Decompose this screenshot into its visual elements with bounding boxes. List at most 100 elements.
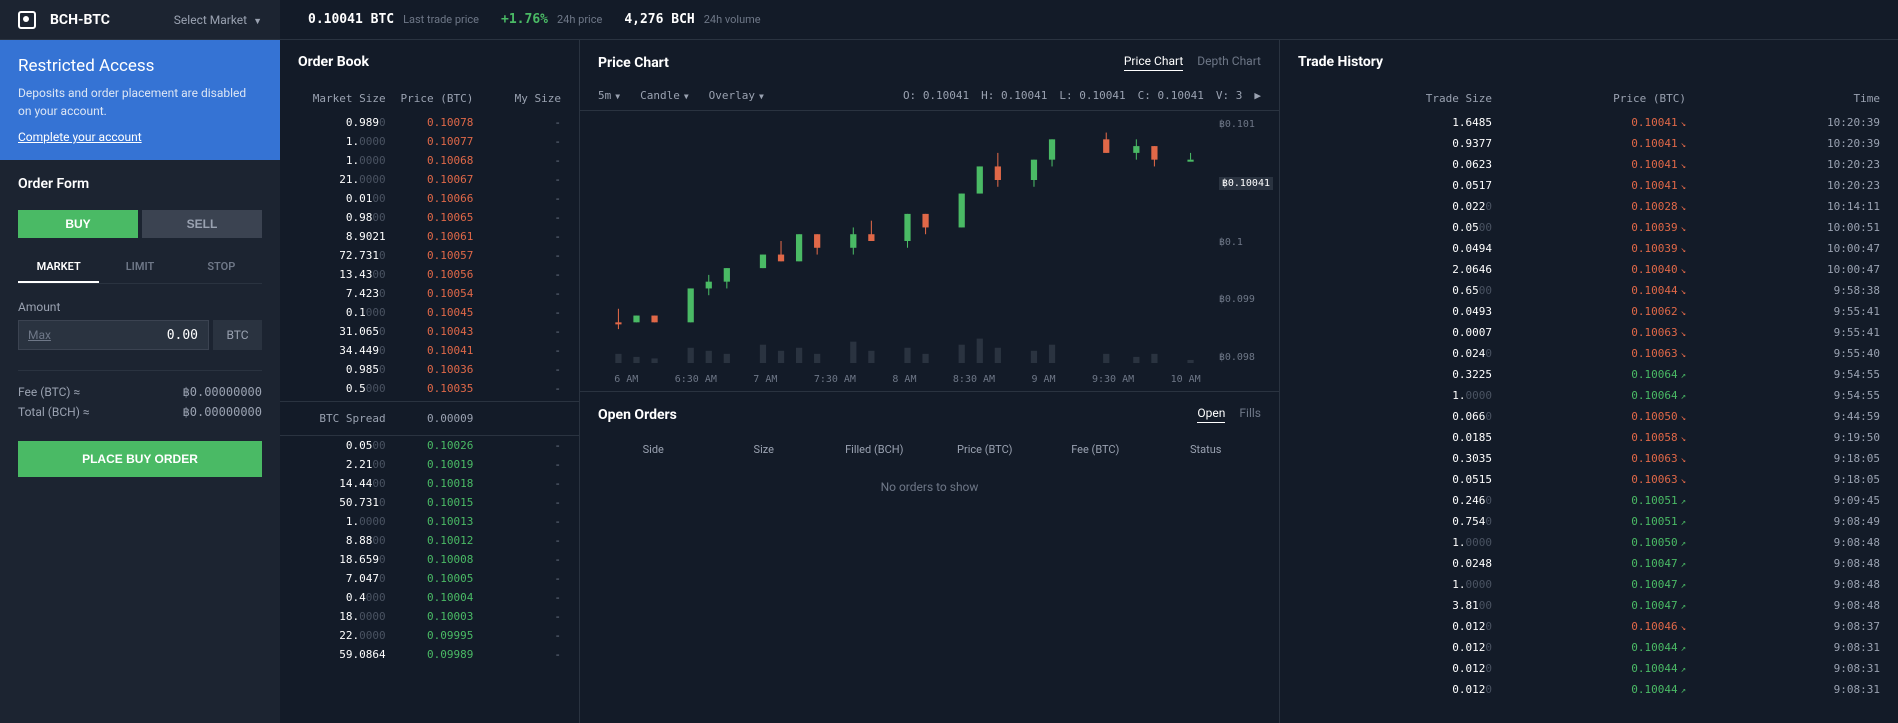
chart-style-dropdown[interactable]: Candle▼ [640,89,689,102]
x-tick: 8:30 AM [953,374,995,385]
trade-history-row[interactable]: 0.30350.10063↘9:18:05 [1280,449,1898,470]
trade-history-row[interactable]: 0.32250.10064↗9:54:55 [1280,365,1898,386]
open-orders-tab[interactable]: Fills [1239,406,1261,423]
orderbook-row[interactable]: 0.10000.10045- [280,303,579,322]
spread-value: 0.00009 [386,412,474,425]
price-chart[interactable]: ฿0.101฿0.10041฿0.1฿0.099฿0.098 6 AM6:30 … [580,111,1279,391]
trade-history-row[interactable]: 1.64850.10041↘10:20:39 [1280,113,1898,134]
ob-col-mysize: My Size [473,92,561,105]
trade-history-row[interactable]: 0.06230.10041↘10:20:23 [1280,155,1898,176]
orderbook-row[interactable]: 8.90210.10061- [280,227,579,246]
restricted-banner: Restricted Access Deposits and order pla… [0,40,280,160]
trade-history-row[interactable]: 0.75400.10051↗9:08:49 [1280,512,1898,533]
orderbook-row[interactable]: 18.00000.10003- [280,607,579,626]
orderbook-row[interactable]: 7.42300.10054- [280,284,579,303]
th-col-size: Trade Size [1298,92,1492,105]
chart-view-tab[interactable]: Price Chart [1124,54,1183,71]
timeframe-dropdown[interactable]: 5m▼ [598,89,620,102]
chart-view-tab[interactable]: Depth Chart [1197,54,1261,71]
trade-history-row[interactable]: 1.00000.10064↗9:54:55 [1280,386,1898,407]
orderbook-row[interactable]: 59.08640.09989- [280,645,579,664]
th-col-price: Price (BTC) [1492,92,1686,105]
order-form-title: Order Form [18,176,262,192]
orderbook-row[interactable]: 72.73100.10057- [280,246,579,265]
orderbook-row[interactable]: 0.98500.10036- [280,360,579,379]
spread-label: BTC Spread [298,412,386,425]
trade-history-row[interactable]: 0.02400.10063↘9:55:40 [1280,344,1898,365]
orderbook-row[interactable]: 0.05000.10026- [280,436,579,455]
orderbook-row[interactable]: 22.00000.09995- [280,626,579,645]
orderbook-row[interactable]: 1.00000.10077- [280,132,579,151]
trade-history-row[interactable]: 0.01200.10044↗9:08:31 [1280,638,1898,659]
open-orders-tab[interactable]: Open [1197,406,1225,423]
trade-history-row[interactable]: 0.01850.10058↘9:19:50 [1280,428,1898,449]
topbar: BCH-BTC Select Market▼ 0.10041 BTC Last … [0,0,1898,40]
trade-history-panel: Trade History Trade Size Price (BTC) Tim… [1280,40,1898,723]
orderbook-row[interactable]: 0.01000.10066- [280,189,579,208]
open-orders-panel: Open Orders OpenFills SideSizeFilled (BC… [580,391,1279,723]
orderbook-row[interactable]: 1.00000.10068- [280,151,579,170]
trade-history-row[interactable]: 0.65000.10044↘9:58:38 [1280,281,1898,302]
order-type-tabs: MARKETLIMITSTOP [18,252,262,284]
orderbook-row[interactable]: 2.21000.10019- [280,455,579,474]
orderbook-row[interactable]: 1.00000.10013- [280,512,579,531]
trade-history-row[interactable]: 0.05170.10041↘10:20:23 [1280,176,1898,197]
trade-history-row[interactable]: 0.01200.10044↗9:08:31 [1280,659,1898,680]
price-change-label: 24h price [557,13,602,26]
last-price: 0.10041 BTC [308,12,394,27]
x-tick: 10 AM [1171,374,1201,385]
orderbook-row[interactable]: 0.50000.10035- [280,379,579,398]
fee-label: Fee (BTC) ≈ [18,385,80,399]
ob-col-size: Market Size [298,92,386,105]
orderbook-row[interactable]: 0.98900.10078- [280,113,579,132]
trade-history-row[interactable]: 0.05150.10063↘9:18:05 [1280,470,1898,491]
orderbook-row[interactable]: 34.44900.10041- [280,341,579,360]
orderbook-row[interactable]: 31.06500.10043- [280,322,579,341]
market-selector[interactable]: BCH-BTC Select Market▼ [0,0,280,39]
order-tab-limit[interactable]: LIMIT [99,252,180,283]
trade-history-row[interactable]: 1.00000.10047↗9:08:48 [1280,575,1898,596]
trade-history-row[interactable]: 3.81000.10047↗9:08:48 [1280,596,1898,617]
x-tick: 7:30 AM [814,374,856,385]
orderbook-row[interactable]: 18.65900.10008- [280,550,579,569]
orderbook-row[interactable]: 0.40000.10004- [280,588,579,607]
trade-history-row[interactable]: 0.04940.10039↘10:00:47 [1280,239,1898,260]
orderbook-row[interactable]: 7.04700.10005- [280,569,579,588]
banner-title: Restricted Access [18,56,262,76]
orderbook-row[interactable]: 50.73100.10015- [280,493,579,512]
trade-history-row[interactable]: 0.04930.10062↘9:55:41 [1280,302,1898,323]
trade-history-row[interactable]: 0.02480.10047↗9:08:48 [1280,554,1898,575]
orderbook-row[interactable]: 21.00000.10067- [280,170,579,189]
orderbook-row[interactable]: 13.43000.10056- [280,265,579,284]
orderbook-row[interactable]: 0.98000.10065- [280,208,579,227]
x-tick: 7 AM [753,374,777,385]
orderbook-row[interactable]: 14.44000.10018- [280,474,579,493]
trade-history-row[interactable]: 0.24600.10051↗9:09:45 [1280,491,1898,512]
place-order-button[interactable]: PLACE BUY ORDER [18,441,262,477]
max-hint[interactable]: Max [18,320,61,350]
order-tab-market[interactable]: MARKET [18,252,99,283]
amount-unit: BTC [213,320,262,350]
chart-next-icon[interactable]: ▶ [1254,89,1261,102]
trade-history-row[interactable]: 0.06600.10050↘9:44:59 [1280,407,1898,428]
trade-history-row[interactable]: 0.93770.10041↘10:20:39 [1280,134,1898,155]
trade-history-row[interactable]: 0.01200.10044↗9:08:31 [1280,680,1898,701]
complete-account-link[interactable]: Complete your account [18,130,142,144]
sell-button[interactable]: SELL [142,210,262,238]
trade-history-row[interactable]: 0.00070.10063↘9:55:41 [1280,323,1898,344]
order-tab-stop[interactable]: STOP [181,252,262,283]
select-market-dropdown[interactable]: Select Market▼ [174,13,262,27]
total-label: Total (BCH) ≈ [18,405,90,419]
trade-history-row[interactable]: 2.06460.10040↘10:00:47 [1280,260,1898,281]
trade-history-row[interactable]: 0.05000.10039↘10:00:51 [1280,218,1898,239]
banner-text: Deposits and order placement are disable… [18,84,262,120]
trade-history-row[interactable]: 1.00000.10050↗9:08:48 [1280,533,1898,554]
open-orders-col: Filled (BCH) [819,443,930,456]
overlay-dropdown[interactable]: Overlay▼ [709,89,764,102]
orderbook-row[interactable]: 8.88000.10012- [280,531,579,550]
fee-value: ฿0.00000000 [183,385,262,399]
trade-history-row[interactable]: 0.01200.10046↘9:08:37 [1280,617,1898,638]
trade-history-row[interactable]: 0.02200.10028↘10:14:11 [1280,197,1898,218]
x-tick: 6 AM [614,374,638,385]
buy-button[interactable]: BUY [18,210,138,238]
